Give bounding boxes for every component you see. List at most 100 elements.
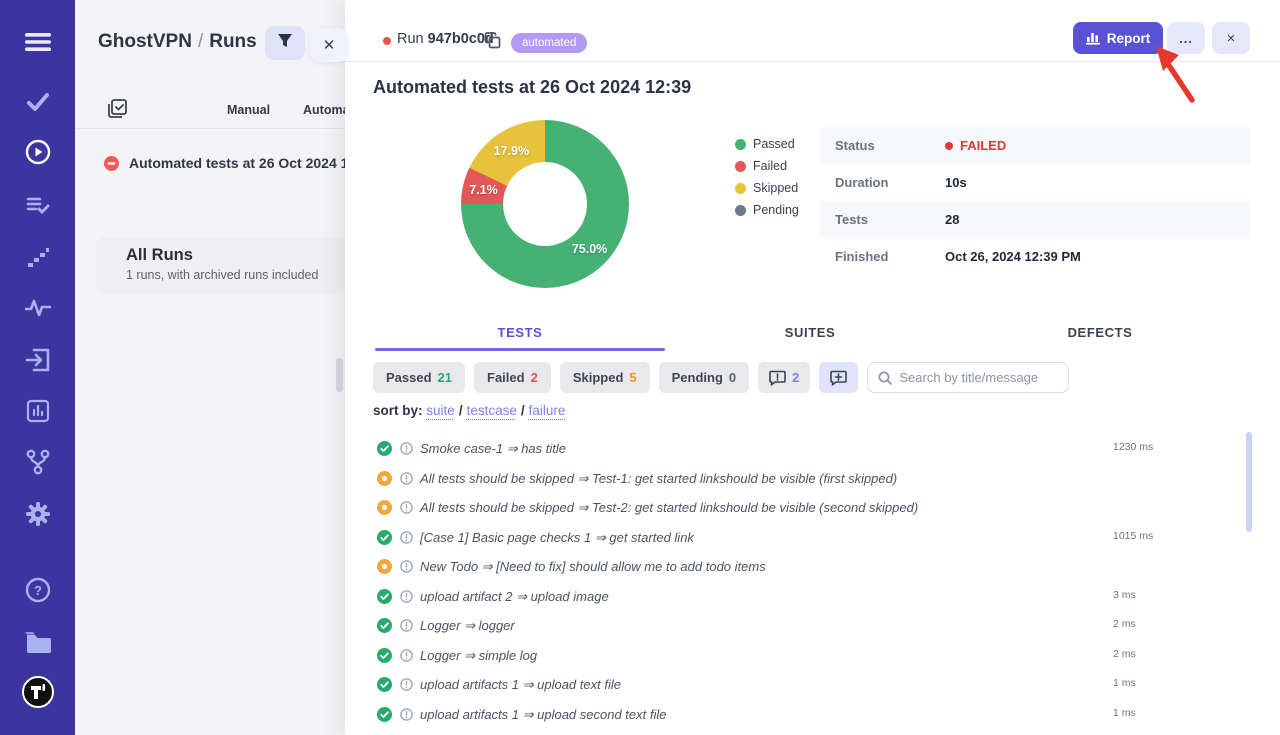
legend-color-dot: [735, 138, 746, 150]
report-info-icon[interactable]: [400, 589, 413, 608]
legend-item[interactable]: Pending: [735, 202, 799, 218]
status-filter-chip[interactable]: Pending 0: [658, 362, 750, 393]
comments-filter-chip[interactable]: 2: [758, 362, 811, 393]
test-status-icon: [377, 618, 392, 633]
copy-icon[interactable]: [484, 32, 501, 54]
test-row[interactable]: upload artifact 2 ⇒ upload image 3 ms: [377, 585, 1177, 615]
donut-ring[interactable]: [461, 120, 629, 288]
gear-icon[interactable]: [25, 501, 51, 527]
check-icon[interactable]: [26, 92, 50, 112]
results-donut-chart[interactable]: 75.0% 7.1% 17.9%: [461, 120, 629, 288]
runs-list-panel: [75, 0, 345, 735]
report-info-icon[interactable]: [400, 678, 413, 696]
chip-label: Skipped: [572, 370, 624, 385]
test-row[interactable]: All tests should be skipped ⇒ Test-1: ge…: [377, 467, 1177, 497]
breadcrumb: GhostVPN / Runs: [98, 31, 257, 53]
report-info-icon[interactable]: [400, 442, 413, 460]
close-run-button[interactable]: ×: [1212, 22, 1250, 54]
main-scrollbar[interactable]: [1246, 432, 1252, 532]
report-button-label: Report: [1106, 30, 1151, 46]
play-circle-icon[interactable]: [25, 139, 51, 165]
test-duration: 2 ms: [1113, 618, 1136, 630]
run-label: Run: [397, 31, 424, 47]
sort-link-failure[interactable]: failure: [528, 403, 566, 418]
report-info-icon[interactable]: [400, 501, 413, 519]
more-options-button[interactable]: ...: [1167, 22, 1205, 54]
run-id: 947b0c0d: [427, 31, 494, 47]
test-row[interactable]: upload artifacts 1 ⇒ upload text file 1 …: [377, 673, 1177, 703]
test-status-icon: [377, 441, 392, 456]
report-info-icon[interactable]: [400, 619, 413, 637]
list-check-icon[interactable]: [26, 195, 50, 215]
app-logo[interactable]: [21, 676, 54, 708]
test-status-icon: [377, 500, 392, 515]
help-icon[interactable]: ?: [25, 577, 51, 603]
test-title: New Todo ⇒ [Need to fix] should allow me…: [420, 559, 766, 574]
chip-label: Passed: [386, 370, 432, 385]
sort-link-testcase[interactable]: testcase: [466, 403, 517, 418]
test-title: upload artifact 2 ⇒ upload image: [420, 588, 609, 604]
test-row[interactable]: All tests should be skipped ⇒ Test-2: ge…: [377, 496, 1177, 526]
all-runs-card[interactable]: All Runs 1 runs, with archived runs incl…: [96, 237, 346, 293]
report-info-icon[interactable]: [400, 648, 413, 667]
legend-item[interactable]: Passed: [735, 136, 799, 152]
run-summary-table: Status FAILED Duration 10s Tests 28 Fini…: [820, 127, 1250, 275]
chart-legend: Passed Failed Skipped Pending: [735, 136, 799, 224]
report-info-icon[interactable]: [400, 707, 413, 726]
report-info-icon[interactable]: [400, 560, 413, 578]
bar-chart-icon[interactable]: [26, 399, 50, 423]
funnel-icon: [277, 33, 293, 54]
run-title: Run 947b0c0d: [397, 31, 494, 47]
comments-count: 2: [792, 370, 800, 385]
select-runs-icon[interactable]: [108, 99, 127, 123]
detail-tab[interactable]: TESTS: [497, 325, 543, 340]
test-row[interactable]: New Todo ⇒ [Need to fix] should allow me…: [377, 555, 1177, 585]
legend-item[interactable]: Skipped: [735, 180, 799, 196]
test-row[interactable]: [Case 1] Basic page checks 1 ⇒ get start…: [377, 526, 1177, 556]
detail-tab[interactable]: DEFECTS: [1067, 325, 1133, 340]
filter-button[interactable]: [265, 26, 305, 60]
test-row[interactable]: upload artifacts 1 ⇒ upload second text …: [377, 703, 1177, 733]
sort-link-suite[interactable]: suite: [426, 403, 455, 418]
report-button[interactable]: Report: [1073, 22, 1163, 54]
test-row[interactable]: Logger ⇒ simple log 2 ms: [377, 644, 1177, 674]
add-comment-chip[interactable]: [819, 362, 859, 393]
legend-label: Pending: [753, 203, 799, 217]
legend-item[interactable]: Failed: [735, 158, 799, 174]
breadcrumb-project[interactable]: GhostVPN: [98, 31, 192, 52]
report-chart-icon: [1085, 32, 1100, 45]
test-row[interactable]: Logger ⇒ logger 2 ms: [377, 614, 1177, 644]
chip-count: 0: [728, 370, 737, 385]
steps-icon[interactable]: [26, 246, 50, 268]
test-row[interactable]: Smoke case-1 ⇒ has title 1230 ms: [377, 437, 1177, 467]
comment-alert-icon: [769, 370, 786, 386]
activity-icon[interactable]: [24, 298, 51, 318]
test-status-icon: [377, 677, 392, 692]
test-status-icon: [377, 588, 392, 604]
report-info-icon[interactable]: [400, 530, 413, 549]
test-title: Logger ⇒ simple log: [420, 647, 538, 663]
status-filter-chip[interactable]: Failed 2: [474, 362, 551, 393]
folder-icon[interactable]: [24, 631, 52, 653]
git-branch-icon[interactable]: [26, 449, 50, 475]
test-title: upload artifacts 1 ⇒ upload second text …: [420, 706, 667, 722]
legend-label: Skipped: [753, 181, 799, 195]
status-filter-chip[interactable]: Skipped 5: [559, 362, 650, 393]
test-status-icon: [377, 470, 392, 486]
sign-in-icon[interactable]: [25, 348, 51, 372]
report-info-icon[interactable]: [400, 471, 413, 490]
summary-row: Finished Oct 26, 2024 12:39 PM: [820, 238, 1250, 275]
search-input[interactable]: [899, 370, 1060, 385]
test-duration: 2 ms: [1113, 647, 1136, 660]
filter-close-button[interactable]: ✕: [310, 28, 348, 62]
menu-icon[interactable]: [24, 32, 51, 52]
automated-badge: automated: [511, 33, 588, 53]
test-title: upload artifacts 1 ⇒ upload text file: [420, 677, 621, 692]
chip-label: Pending: [671, 370, 723, 385]
tab-manual[interactable]: Manual: [227, 103, 271, 117]
run-list-item[interactable]: Automated tests at 26 Oct 2024 1:: [104, 155, 354, 171]
status-filter-chip[interactable]: Passed 21: [373, 362, 466, 393]
detail-tab[interactable]: SUITES: [784, 325, 836, 340]
left-panel-scrollbar[interactable]: [336, 358, 343, 392]
